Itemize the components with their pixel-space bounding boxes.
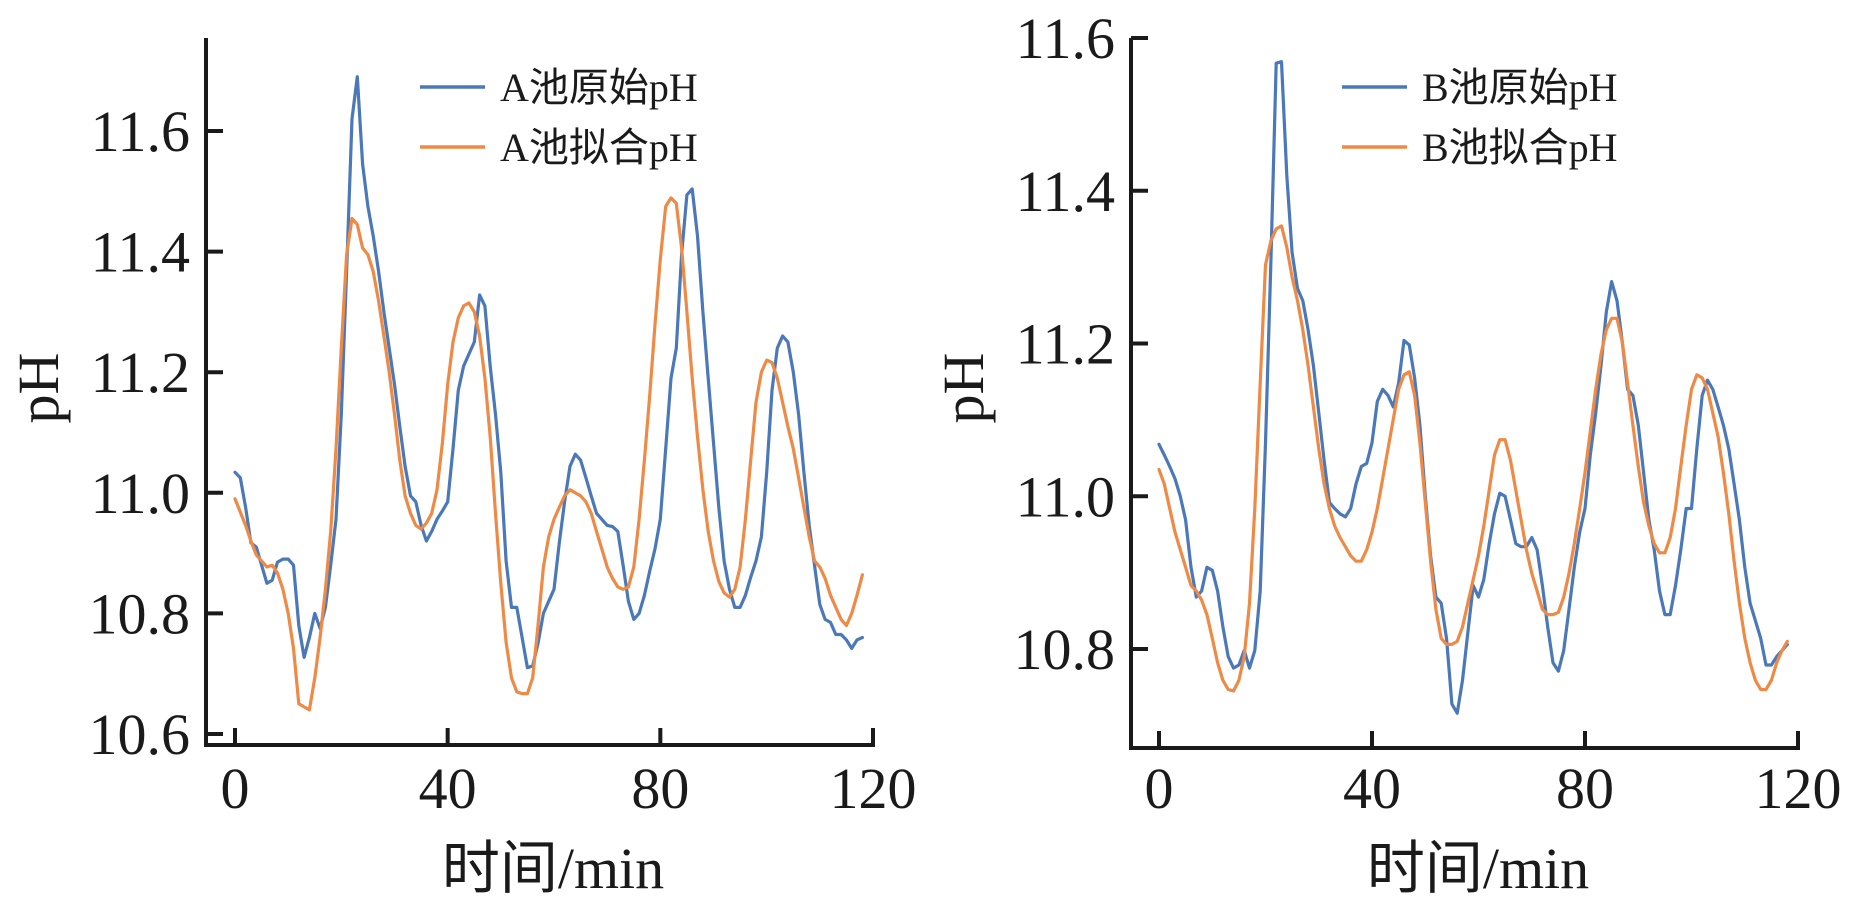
y-tick-label: 11.6 (91, 99, 190, 164)
y-axis-title: pH (6, 353, 71, 424)
legend: B池原始pH B池拟合pH (1342, 65, 1618, 170)
legend-label: B池原始pH (1422, 65, 1618, 110)
legend: A池原始pH A池拟合pH (420, 65, 698, 170)
series-line-original (233, 75, 865, 670)
x-tick-label: 40 (1343, 756, 1401, 821)
y-tick-label: 11.6 (1016, 6, 1115, 71)
series-line-fitted (233, 196, 865, 712)
panel-a-chart: 10.6 10.8 11.0 11.2 11.4 11.6 0 40 80 120 时间/min pH… (6, 38, 917, 901)
x-axis-title: 时间/min (1367, 836, 1589, 901)
panel-b-chart: 10.8 11.0 11.2 11.4 11.6 0 40 80 120 时间/min pH B池原始… (931, 6, 1842, 901)
y-tick-label: 11.4 (1016, 159, 1115, 224)
y-tick-label: 11.2 (1016, 312, 1115, 377)
x-tick-label: 40 (419, 756, 477, 821)
series-line-fitted (1157, 224, 1789, 693)
y-tick-label: 11.2 (91, 340, 190, 405)
y-tick-label: 10.6 (89, 702, 191, 767)
y-tick-label: 10.8 (1014, 617, 1116, 682)
legend-label: B池拟合pH (1422, 125, 1618, 170)
x-tick-label: 120 (1755, 756, 1842, 821)
legend-label: A池原始pH (500, 65, 698, 110)
x-tick-label: 0 (1145, 756, 1174, 821)
y-tick-label: 11.0 (1016, 464, 1115, 529)
x-axis-title: 时间/min (442, 836, 664, 901)
x-tick-label: 80 (631, 756, 689, 821)
x-tick-label: 80 (1556, 756, 1614, 821)
y-tick-label: 10.8 (89, 581, 191, 646)
x-tick-label: 120 (830, 756, 917, 821)
y-tick-label: 11.0 (91, 461, 190, 526)
y-tick-label: 11.4 (91, 220, 190, 285)
y-axis-title: pH (931, 353, 996, 424)
legend-label: A池拟合pH (500, 125, 698, 170)
x-tick-label: 0 (221, 756, 250, 821)
